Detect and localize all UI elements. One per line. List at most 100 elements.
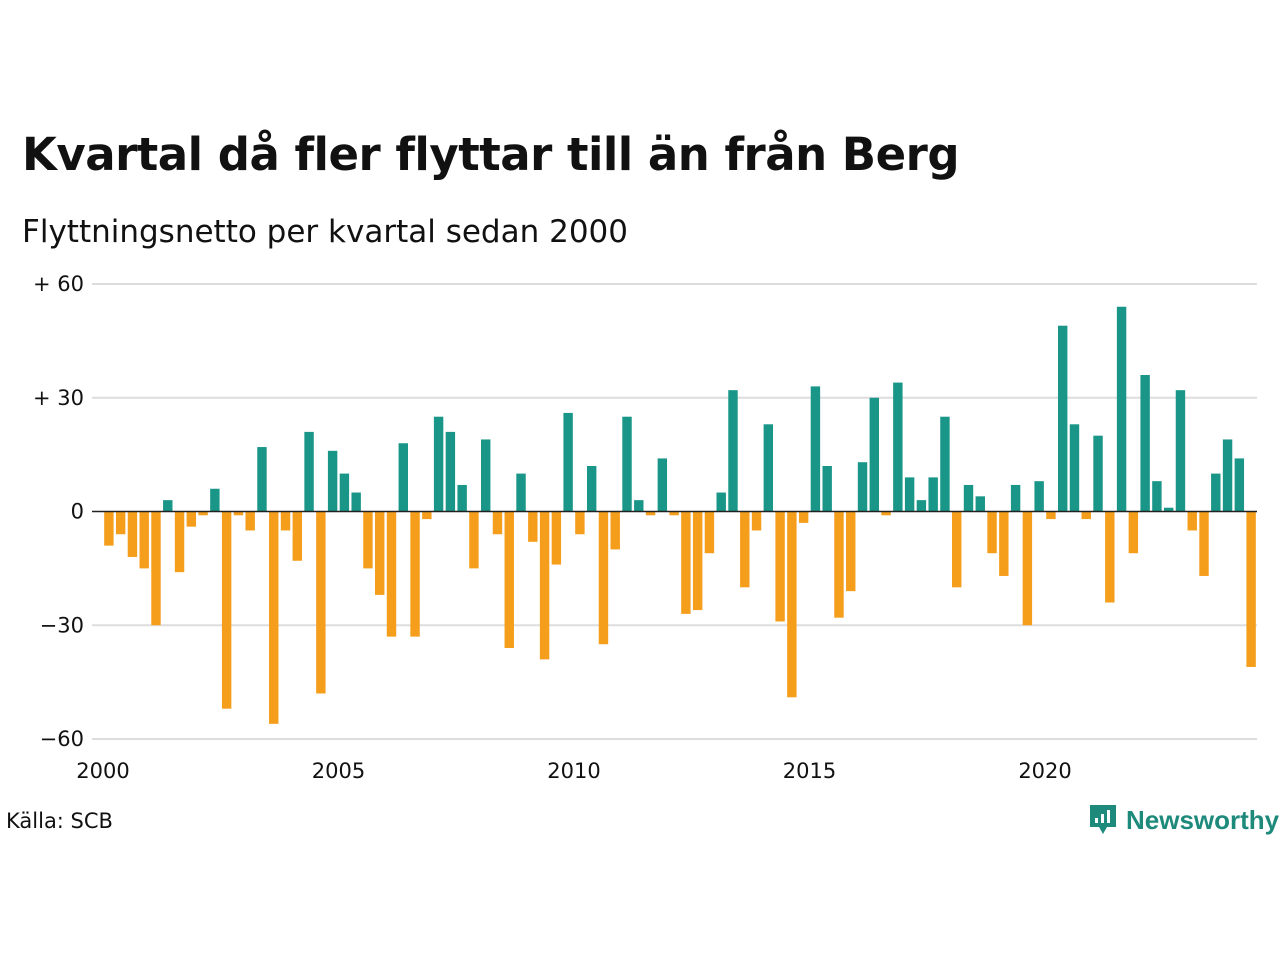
bar xyxy=(987,511,997,554)
bar xyxy=(810,386,821,512)
bar xyxy=(422,511,432,520)
bar xyxy=(740,511,750,588)
brand-logo[interactable]: Newsworthy xyxy=(1088,803,1279,837)
bar xyxy=(928,477,938,512)
bar xyxy=(716,492,726,512)
bar xyxy=(775,511,785,622)
bar xyxy=(327,450,338,512)
bar xyxy=(339,473,350,512)
bar xyxy=(1069,424,1080,512)
bar xyxy=(363,511,373,569)
bar xyxy=(881,511,891,516)
bar xyxy=(575,511,585,535)
bar xyxy=(233,511,244,516)
x-axis-ticks: 2000 2005 2010 2015 2020 xyxy=(76,759,1071,783)
bar xyxy=(1152,481,1162,512)
x-tick-label: 2005 xyxy=(312,759,365,783)
bar xyxy=(963,484,974,512)
bar xyxy=(1105,511,1115,603)
bar xyxy=(433,416,444,512)
source-note: Källa: SCB xyxy=(6,809,113,833)
bar xyxy=(822,466,832,512)
bar xyxy=(610,511,620,550)
bar xyxy=(1081,511,1091,520)
bar xyxy=(893,382,903,512)
bar xyxy=(975,496,985,512)
bar xyxy=(1211,473,1221,512)
bar xyxy=(1175,390,1186,512)
bar xyxy=(410,511,420,637)
bars xyxy=(104,306,1256,724)
bar xyxy=(480,439,491,512)
bar xyxy=(645,511,656,516)
x-tick-label: 2010 xyxy=(547,759,600,783)
bar xyxy=(257,447,267,512)
bar xyxy=(798,511,809,523)
bar xyxy=(999,511,1009,576)
x-tick-label: 2000 xyxy=(76,759,129,783)
bar xyxy=(516,473,526,512)
bar xyxy=(1116,306,1127,512)
bar xyxy=(115,511,126,535)
bar xyxy=(657,458,668,512)
bar xyxy=(704,511,715,554)
bar xyxy=(669,511,679,516)
bar xyxy=(940,416,950,512)
x-tick-label: 2020 xyxy=(1018,759,1071,783)
bar xyxy=(445,431,456,512)
chart-title: Kvartal då fler flyttar till än från Ber… xyxy=(22,128,960,181)
bar xyxy=(952,511,962,588)
y-tick-label: + 30 xyxy=(33,386,84,410)
bar xyxy=(386,511,397,637)
bar xyxy=(316,511,326,694)
newsworthy-logo-icon xyxy=(1090,805,1116,834)
bar xyxy=(1010,484,1021,512)
bar xyxy=(1128,511,1139,554)
bar xyxy=(1140,375,1150,512)
bar xyxy=(846,511,856,592)
brand-name: Newsworthy xyxy=(1126,804,1280,835)
bar xyxy=(280,511,291,531)
y-tick-label: −30 xyxy=(40,613,84,637)
chart-subtitle: Flyttningsnetto per kvartal sedan 2000 xyxy=(22,214,628,250)
y-axis-ticks: + 60 + 30 0 −30 −60 xyxy=(33,272,84,751)
bar xyxy=(174,511,185,573)
bar xyxy=(834,511,844,618)
bar xyxy=(269,511,279,724)
bar xyxy=(1046,511,1056,520)
bar xyxy=(1022,511,1033,626)
bar xyxy=(163,500,173,512)
x-tick-label: 2015 xyxy=(783,759,836,783)
bar xyxy=(1034,481,1044,512)
bar xyxy=(210,488,220,512)
bar xyxy=(304,431,314,512)
bar xyxy=(469,511,479,569)
bar xyxy=(104,511,114,546)
y-tick-label: + 60 xyxy=(33,272,84,296)
bar xyxy=(869,397,880,512)
bar xyxy=(763,424,774,512)
bar xyxy=(751,511,762,531)
bar xyxy=(151,511,161,626)
bar xyxy=(127,511,138,557)
bar xyxy=(681,511,691,614)
bar xyxy=(1199,511,1209,576)
bar xyxy=(1246,511,1256,667)
bar xyxy=(139,511,149,569)
bar xyxy=(1187,511,1197,531)
bar xyxy=(857,462,868,512)
bar xyxy=(492,511,503,535)
bar xyxy=(692,511,703,611)
bar xyxy=(1234,458,1245,512)
bar xyxy=(1163,507,1174,512)
bar xyxy=(221,511,232,709)
y-tick-label: 0 xyxy=(71,500,84,524)
bar xyxy=(1093,435,1103,512)
bar xyxy=(398,443,408,512)
bar xyxy=(787,511,797,698)
bar xyxy=(598,511,609,645)
bar xyxy=(351,492,361,512)
bar xyxy=(622,416,632,512)
bar xyxy=(728,390,738,512)
